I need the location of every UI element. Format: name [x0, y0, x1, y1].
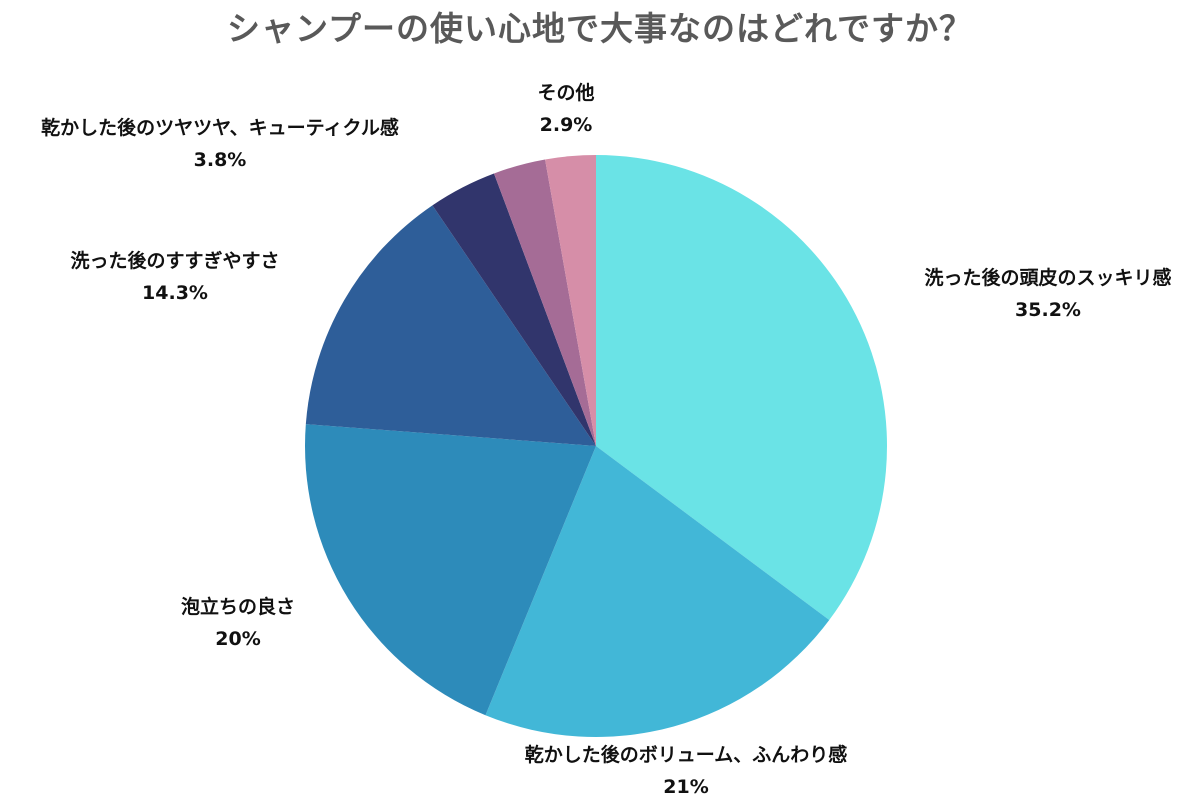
slice-value-4: 14.3%	[142, 282, 208, 304]
slice-label-3: 泡立ちの良さ	[181, 595, 295, 618]
slice-value-6: 2.9%	[540, 114, 593, 136]
slice-value-3: 20%	[215, 628, 260, 650]
slice-label-4: 洗った後のすすぎやすさ	[70, 249, 279, 272]
pie-labels: 洗った後の頭皮のスッキリ感 35.2% 乾かした後のボリューム、ふんわり感 21% 泡立…	[41, 81, 1171, 798]
slice-value-2: 21%	[663, 776, 708, 798]
pie-slice-4	[305, 205, 596, 446]
slice-label-5: 乾かした後のツヤツヤ、キューティクル感	[41, 116, 399, 139]
chart-title: シャンプーの使い心地で大事なのはどれですか？	[226, 9, 974, 48]
pie-slice-6	[493, 159, 596, 447]
pie-slice-3	[305, 424, 596, 716]
slice-label-1: 洗った後の頭皮のスッキリ感	[924, 266, 1171, 289]
pie-slices	[305, 155, 888, 738]
slice-value-1: 35.2%	[1015, 299, 1081, 321]
slice-value-5: 3.8%	[194, 149, 247, 171]
pie-slice-1	[596, 155, 888, 620]
slice-label-2: 乾かした後のボリューム、ふんわり感	[525, 743, 847, 766]
slice-label-6: その他	[537, 81, 594, 104]
pie-slice-remainder	[545, 155, 596, 446]
pie-slice-2	[485, 446, 830, 738]
pie-slice-5	[432, 173, 596, 446]
